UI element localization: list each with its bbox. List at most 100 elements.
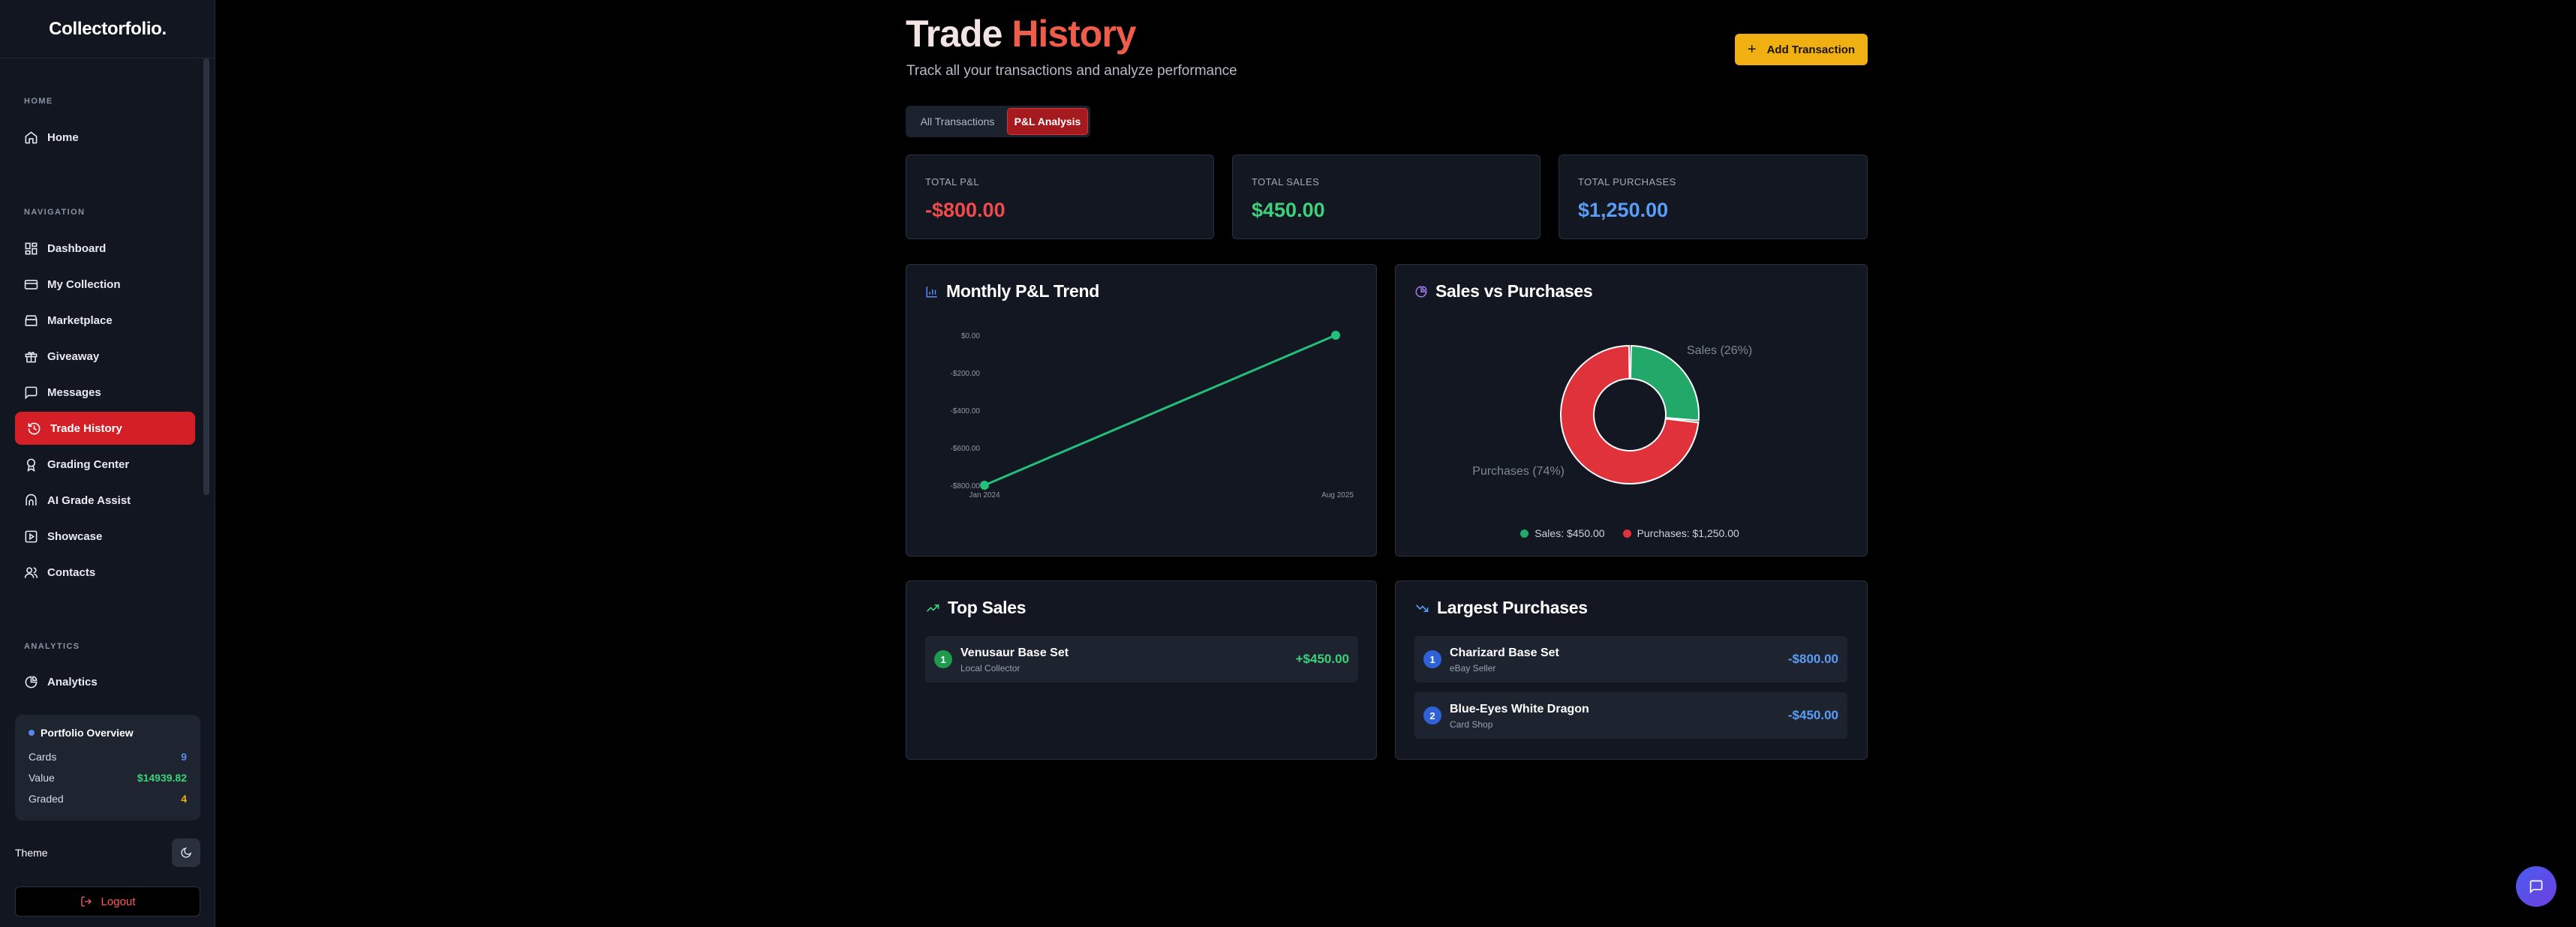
sidebar-item-home[interactable]: Home bbox=[15, 121, 195, 154]
data-point[interactable] bbox=[980, 481, 989, 490]
add-transaction-button[interactable]: + Add Transaction bbox=[1735, 34, 1868, 65]
section-label-analytics: ANALYTICS bbox=[24, 642, 80, 651]
stat-card-total-purchases: TOTAL PURCHASES $1,250.00 bbox=[1559, 154, 1868, 239]
series-line bbox=[984, 334, 1336, 487]
sidebar-item-label: Showcase bbox=[47, 530, 103, 543]
list-item[interactable]: 2 Blue-Eyes White Dragon Card Shop -$450… bbox=[1414, 692, 1847, 739]
y-tick-label: -$600.00 bbox=[951, 445, 981, 453]
sidebar-item-analytics[interactable]: Analytics bbox=[15, 665, 195, 698]
sidebar-item-ai-grade-assist[interactable]: AI Grade Assist bbox=[15, 484, 195, 517]
sidebar-item-label: Contacts bbox=[47, 566, 96, 579]
largest-purchases-panel: Largest Purchases 1 Charizard Base Set e… bbox=[1395, 580, 1868, 760]
sidebar-nav: HOME Home NAVIGATION Dashboard My Collec… bbox=[0, 58, 215, 698]
pie-slice[interactable] bbox=[1629, 344, 1700, 422]
section-label-navigation: NAVIGATION bbox=[24, 208, 86, 217]
top-sales-panel: Top Sales 1 Venusaur Base Set Local Coll… bbox=[906, 580, 1377, 760]
item-name: Charizard Base Set bbox=[1450, 646, 1559, 659]
portfolio-title: Portfolio Overview bbox=[41, 727, 134, 739]
portfolio-value: $14939.82 bbox=[137, 772, 187, 784]
page-subtitle: Track all your transactions and analyze … bbox=[906, 63, 1237, 79]
view-tabs: All Transactions P&L Analysis bbox=[906, 106, 1090, 137]
sidebar-scrollbar[interactable] bbox=[203, 58, 209, 495]
chat-icon bbox=[2529, 880, 2543, 894]
item-source: eBay Seller bbox=[1450, 663, 1496, 674]
pie-slice[interactable] bbox=[1560, 344, 1700, 484]
sidebar-item-trade-history[interactable]: Trade History bbox=[15, 412, 195, 445]
rank-badge: 1 bbox=[934, 650, 952, 668]
item-amount: -$800.00 bbox=[1787, 652, 1838, 666]
logout-button[interactable]: Logout bbox=[15, 886, 200, 916]
item-name: Blue-Eyes White Dragon bbox=[1450, 703, 1589, 716]
page-title-part1: Trade bbox=[906, 13, 1002, 55]
sidebar-item-label: My Collection bbox=[47, 278, 121, 291]
sidebar-item-label: Analytics bbox=[47, 675, 98, 688]
item-name: Venusaur Base Set bbox=[960, 646, 1069, 659]
tab-all-transactions[interactable]: All Transactions bbox=[920, 116, 995, 128]
x-tick-label: Aug 2025 bbox=[1321, 491, 1354, 500]
theme-row: Theme bbox=[15, 836, 200, 869]
sales-vs-purchases-panel: Sales vs Purchases Sales (26%) Purchases … bbox=[1395, 264, 1868, 556]
panel-title-row: Monthly P&L Trend bbox=[925, 281, 1099, 302]
sidebar-item-label: Marketplace bbox=[47, 314, 113, 327]
users-icon bbox=[24, 566, 38, 578]
portfolio-value: 9 bbox=[181, 751, 187, 763]
data-point[interactable] bbox=[1331, 331, 1340, 340]
tab-pl-analysis[interactable]: P&L Analysis bbox=[1007, 108, 1088, 135]
sidebar-item-dashboard[interactable]: Dashboard bbox=[15, 232, 195, 265]
history-icon bbox=[28, 422, 41, 434]
panel-title-row: Top Sales bbox=[925, 598, 1026, 618]
plus-icon: + bbox=[1747, 40, 1757, 58]
slice-label: Sales (26%) bbox=[1687, 344, 1752, 357]
panel-title: Monthly P&L Trend bbox=[946, 281, 1100, 301]
portfolio-value: 4 bbox=[181, 793, 187, 805]
item-source: Card Shop bbox=[1450, 719, 1493, 730]
status-dot-icon bbox=[29, 730, 35, 736]
sidebar-item-label: Trade History bbox=[50, 422, 122, 435]
add-transaction-label: Add Transaction bbox=[1766, 43, 1856, 56]
logout-label: Logout bbox=[101, 895, 136, 908]
stat-value: $450.00 bbox=[1252, 199, 1325, 221]
sidebar-item-grading-center[interactable]: Grading Center bbox=[15, 448, 195, 481]
monthly-pl-trend-panel: Monthly P&L Trend $0.00 -$200.00 -$400.00 -… bbox=[906, 264, 1377, 556]
pl-trend-chart: $0.00 -$200.00 -$400.00 -$600.00 -$800.00Jan… bbox=[951, 331, 1354, 500]
sidebar-item-messages[interactable]: Messages bbox=[15, 376, 195, 409]
rank-badge: 2 bbox=[1423, 706, 1441, 724]
chat-button[interactable] bbox=[2516, 866, 2556, 907]
legend-item-purchases: Purchases: $1,250.00 bbox=[1622, 527, 1739, 539]
sidebar-item-contacts[interactable]: Contacts bbox=[15, 556, 195, 589]
list-item[interactable]: 1 Charizard Base Set eBay Seller -$800.0… bbox=[1414, 636, 1847, 682]
stat-label: TOTAL SALES bbox=[1252, 176, 1320, 188]
page-title-part2: History bbox=[1011, 13, 1136, 55]
sidebar-item-label: Grading Center bbox=[47, 458, 130, 471]
theme-label: Theme bbox=[15, 847, 48, 859]
sidebar: Collectorfolio. HOME Home NAVIGATION Das… bbox=[0, 0, 215, 927]
panel-title-row: Largest Purchases bbox=[1414, 598, 1588, 618]
legend-text: Purchases: $1,250.00 bbox=[1637, 527, 1739, 539]
logout-icon bbox=[80, 896, 92, 907]
portfolio-overview: Portfolio Overview Cards 9 Value $14939.… bbox=[15, 715, 200, 820]
sidebar-item-marketplace[interactable]: Marketplace bbox=[15, 304, 195, 337]
x-tick-label: Jan 2024 bbox=[969, 491, 1000, 500]
home-icon bbox=[25, 130, 38, 143]
showcase-icon bbox=[25, 530, 38, 542]
y-tick-label: -$400.00 bbox=[951, 407, 981, 416]
legend-dot bbox=[1622, 530, 1631, 538]
slice-label: Purchases (74%) bbox=[1472, 465, 1565, 478]
sidebar-item-my-collection[interactable]: My Collection bbox=[15, 268, 195, 301]
app-logo[interactable]: Collectorfolio. bbox=[0, 0, 215, 58]
item-amount: -$450.00 bbox=[1787, 708, 1838, 722]
gift-icon bbox=[25, 351, 38, 362]
legend-text: Sales: $450.00 bbox=[1534, 527, 1605, 539]
theme-toggle-button[interactable] bbox=[172, 838, 200, 867]
rank-badge: 1 bbox=[1423, 650, 1441, 668]
sidebar-item-showcase[interactable]: Showcase bbox=[15, 520, 195, 553]
y-tick-label: -$200.00 bbox=[951, 370, 981, 378]
sidebar-item-label: Dashboard bbox=[47, 242, 107, 255]
y-tick-label: $0.00 bbox=[961, 332, 980, 340]
legend-dot bbox=[1520, 530, 1529, 538]
panel-title: Sales vs Purchases bbox=[1435, 281, 1593, 301]
list-item[interactable]: 1 Venusaur Base Set Local Collector +$45… bbox=[925, 636, 1358, 682]
panel-title: Top Sales bbox=[948, 598, 1026, 617]
sidebar-item-giveaway[interactable]: Giveaway bbox=[15, 340, 195, 373]
portfolio-row-cards: Cards 9 bbox=[29, 746, 187, 767]
